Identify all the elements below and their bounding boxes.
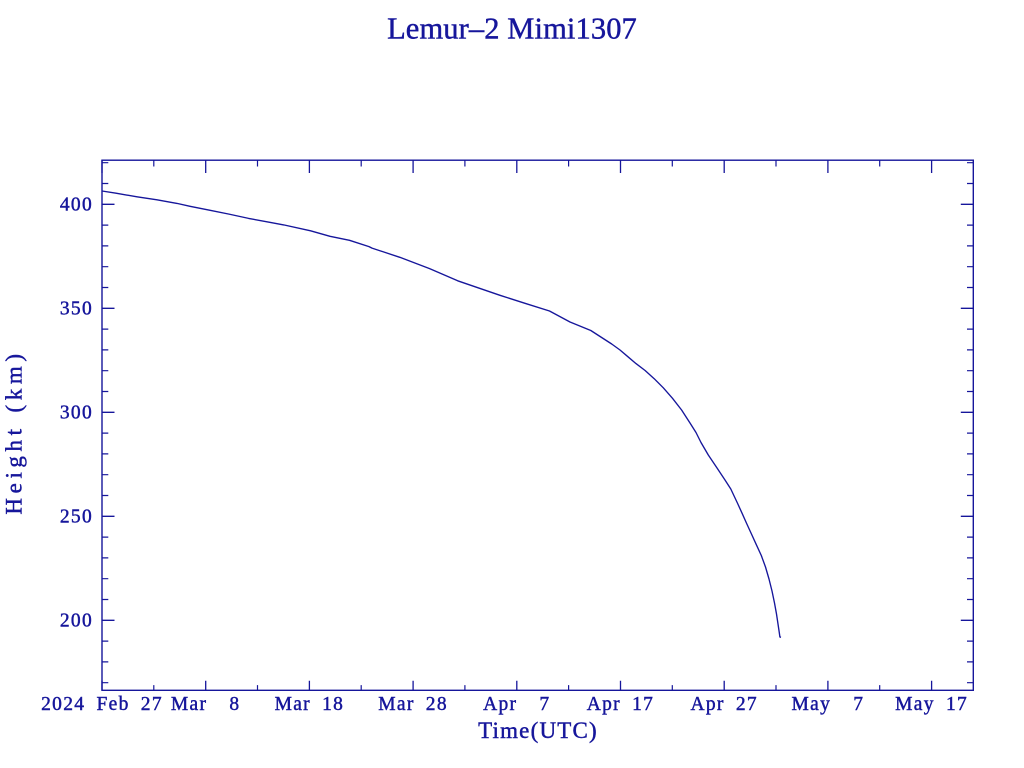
svg-text:Mar 28: Mar 28 — [378, 694, 448, 715]
svg-text:2024 Feb 27: 2024 Feb 27 — [41, 694, 163, 715]
svg-text:May 7: May 7 — [792, 694, 865, 715]
svg-text:Apr 7: Apr 7 — [483, 694, 550, 715]
svg-text:Mar 18: Mar 18 — [275, 694, 345, 715]
svg-text:Height (km): Height (km) — [2, 349, 27, 514]
svg-text:Mar 8: Mar 8 — [171, 694, 241, 715]
svg-text:300: 300 — [60, 403, 93, 424]
svg-text:250: 250 — [60, 507, 93, 528]
svg-text:400: 400 — [60, 195, 93, 216]
svg-text:Apr 17: Apr 17 — [587, 694, 655, 715]
svg-text:Apr 27: Apr 27 — [690, 694, 758, 715]
svg-text:350: 350 — [60, 299, 93, 320]
svg-text:200: 200 — [60, 611, 93, 632]
svg-text:Lemur–2 Mimi1307: Lemur–2 Mimi1307 — [387, 12, 637, 46]
svg-text:Time(UTC): Time(UTC) — [478, 718, 598, 743]
svg-text:May 17: May 17 — [895, 694, 968, 715]
